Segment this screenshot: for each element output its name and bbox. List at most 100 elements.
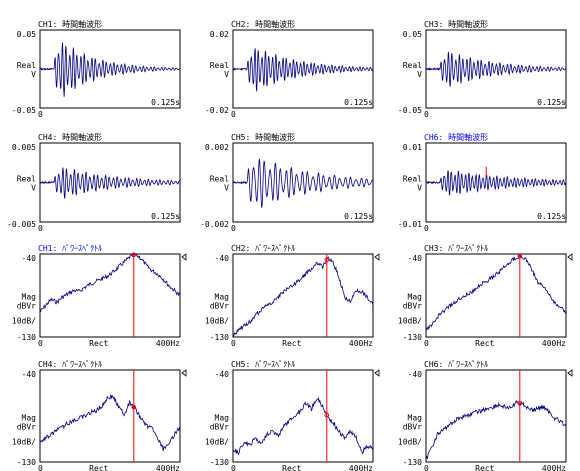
reference-marker-icon[interactable]	[374, 369, 380, 377]
panel-title: CH6: ﾊﾟﾜｰｽﾍﾟｸﾄﾙ	[424, 360, 488, 369]
panel-title: CH1: ﾊﾟﾜｰｽﾍﾟｸﾄﾙ	[38, 244, 102, 253]
x-end-label: 0.125s	[151, 98, 180, 107]
x-end-label: 0.125s	[537, 98, 566, 107]
y-max-label: 0.05	[17, 30, 36, 39]
y-axis-label: Real	[403, 175, 422, 184]
panel-title: CH1: 時間軸波形	[38, 19, 102, 29]
reference-marker-icon[interactable]	[567, 369, 573, 377]
y-axis-label: Mag	[215, 414, 230, 423]
window-label: Rect	[89, 464, 108, 471]
plot-frame	[232, 369, 374, 463]
y-max-label: -40	[408, 254, 423, 263]
reference-marker-icon[interactable]	[181, 253, 187, 261]
y-axis-label: Real	[210, 175, 229, 184]
y-axis-label: Mag	[22, 293, 37, 302]
x-start-label: 0	[424, 464, 429, 471]
window-label: Rect	[282, 339, 301, 348]
y-min-label: -130	[210, 333, 229, 342]
y-scale-label: 10dB/	[12, 317, 36, 326]
waveform-trace	[425, 51, 567, 87]
y-unit-label: dBVr	[403, 423, 422, 432]
y-min-label: -130	[17, 458, 36, 467]
panel-title: CH5: 時間軸波形	[231, 132, 295, 142]
x-end-label: 400Hz	[349, 464, 373, 471]
y-unit-label: V	[31, 70, 36, 79]
y-scale-label: 10dB/	[205, 317, 229, 326]
y-axis-label: Real	[210, 61, 229, 70]
x-start-label: 0	[38, 464, 43, 471]
cursor-point-marker	[131, 404, 137, 410]
x-start-label: 0	[231, 339, 236, 348]
y-axis-label: Real	[17, 175, 36, 184]
panel-title: CH3: ﾊﾟﾜｰｽﾍﾟｸﾄﾙ	[424, 244, 488, 253]
y-min-label: -0.005	[7, 220, 36, 229]
y-min-label: -0.02	[205, 106, 229, 115]
x-end-label: 0.125s	[151, 212, 180, 221]
x-end-label: 400Hz	[542, 464, 566, 471]
y-max-label: -40	[408, 370, 423, 379]
y-max-label: 0.005	[12, 143, 36, 152]
y-unit-label: dBVr	[210, 423, 229, 432]
y-unit-label: V	[224, 70, 229, 79]
waveform-trace	[232, 48, 374, 92]
y-min-label: -130	[17, 333, 36, 342]
x-end-label: 0.125s	[344, 98, 373, 107]
waveform-trace	[39, 42, 181, 97]
y-max-label: -40	[215, 254, 230, 263]
x-end-label: 400Hz	[156, 464, 180, 471]
y-max-label: 0.01	[403, 143, 422, 152]
plot-frame	[39, 253, 181, 338]
y-min-label: -130	[210, 458, 229, 467]
reference-marker-icon[interactable]	[181, 369, 187, 377]
y-unit-label: V	[417, 70, 422, 79]
y-max-label: 0.02	[210, 30, 229, 39]
y-max-label: -40	[215, 370, 230, 379]
x-start-label: 0	[38, 339, 43, 348]
panel-title: CH2: 時間軸波形	[231, 19, 295, 29]
x-end-label: 0.125s	[344, 212, 373, 221]
y-min-label: -0.002	[200, 220, 229, 229]
cursor-point-marker	[517, 400, 523, 406]
y-axis-label: Real	[403, 61, 422, 70]
panel-title: CH4: 時間軸波形	[38, 132, 102, 142]
y-axis-label: Mag	[215, 293, 230, 302]
y-min-label: -130	[403, 333, 422, 342]
y-scale-label: 10dB/	[398, 317, 422, 326]
y-max-label: -40	[22, 254, 37, 263]
y-unit-label: dBVr	[210, 302, 229, 311]
x-start-label: 0	[38, 110, 43, 119]
panel-title: CH4: ﾊﾟﾜｰｽﾍﾟｸﾄﾙ	[38, 360, 102, 369]
reference-marker-icon[interactable]	[567, 253, 573, 261]
y-min-label: -0.05	[398, 106, 422, 115]
y-scale-label: 10dB/	[398, 438, 422, 447]
x-end-label: 400Hz	[156, 339, 180, 348]
window-label: Rect	[282, 464, 301, 471]
y-unit-label: V	[31, 184, 36, 193]
cursor-point-marker	[517, 253, 523, 259]
y-max-label: 0.05	[403, 30, 422, 39]
spectrum-trace	[425, 253, 567, 332]
plot-frame	[425, 253, 567, 338]
x-end-label: 400Hz	[542, 339, 566, 348]
spectrum-trace	[39, 254, 181, 313]
y-unit-label: V	[417, 184, 422, 193]
y-axis-label: Mag	[408, 293, 423, 302]
x-start-label: 0	[231, 464, 236, 471]
window-label: Rect	[475, 464, 494, 471]
reference-marker-icon[interactable]	[374, 253, 380, 261]
y-max-label: 0.002	[205, 143, 229, 152]
